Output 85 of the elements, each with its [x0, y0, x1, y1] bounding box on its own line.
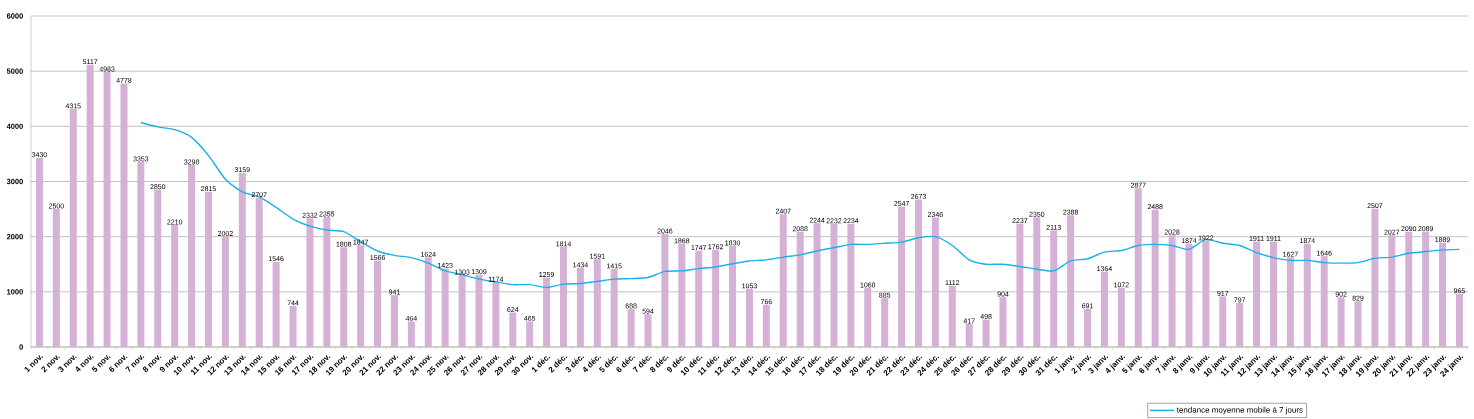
- bar: [1303, 243, 1311, 347]
- bar: [982, 319, 990, 347]
- bar: [543, 277, 551, 347]
- bar: [813, 223, 821, 347]
- bar: [847, 223, 855, 347]
- bar: [1185, 243, 1193, 347]
- bar: [374, 260, 382, 347]
- bar: [323, 217, 331, 347]
- bar: [221, 236, 229, 347]
- bar: [678, 243, 686, 347]
- bar: [1168, 235, 1176, 347]
- bar: [103, 72, 111, 347]
- bar: [1151, 209, 1159, 347]
- bar: [560, 246, 567, 347]
- bar: [289, 305, 297, 347]
- bar: [1337, 297, 1345, 347]
- bar: [458, 275, 466, 347]
- bar: [407, 321, 415, 347]
- bar: [1202, 240, 1210, 347]
- bar: [1422, 231, 1430, 347]
- bar: [154, 189, 162, 347]
- bar: [492, 282, 500, 347]
- bar: [1016, 223, 1024, 347]
- bar: [1219, 296, 1227, 347]
- bar: [1134, 188, 1142, 347]
- bar: [340, 247, 348, 347]
- bar: [1371, 208, 1379, 347]
- bar: [1455, 293, 1463, 347]
- bar: [238, 172, 246, 347]
- bar: [1033, 217, 1041, 347]
- bar: [695, 250, 703, 347]
- bar: [914, 199, 922, 347]
- bar: [796, 231, 804, 347]
- bar: [306, 218, 314, 347]
- bar: [762, 304, 770, 347]
- bar: [1117, 287, 1125, 347]
- bar: [1050, 230, 1058, 347]
- bar: [1354, 301, 1362, 347]
- bar: [729, 246, 737, 347]
- bar: [898, 206, 906, 347]
- bar: [1253, 241, 1261, 347]
- bar: [1067, 215, 1075, 347]
- bar: [1439, 242, 1447, 347]
- bar: [593, 259, 601, 347]
- bar: [1320, 256, 1328, 347]
- bar: [526, 321, 534, 347]
- bar: [948, 285, 956, 347]
- bar: [1100, 271, 1108, 347]
- bar: [1388, 235, 1396, 347]
- bar: [69, 108, 77, 347]
- bar: [205, 191, 212, 347]
- bar: [1269, 241, 1277, 347]
- bar: [272, 261, 280, 347]
- bar: [390, 295, 398, 347]
- bar: [255, 197, 263, 347]
- bar: [120, 83, 128, 347]
- bar: [779, 214, 787, 347]
- bar: [644, 314, 652, 347]
- bar: [441, 268, 449, 347]
- bar: [35, 157, 43, 347]
- bar: [999, 297, 1007, 347]
- bar: [86, 64, 94, 347]
- bar: [830, 223, 838, 347]
- bar: [627, 309, 635, 347]
- bar: [357, 245, 365, 347]
- bar: [576, 267, 584, 347]
- bar: [965, 324, 973, 347]
- bar: [931, 217, 939, 347]
- bar: [424, 257, 432, 347]
- bar: [610, 268, 618, 347]
- bar: [52, 209, 60, 347]
- bar: [475, 274, 483, 347]
- bar: [509, 312, 517, 347]
- bar: [1286, 257, 1294, 347]
- bar: [864, 288, 872, 347]
- bar: [881, 298, 889, 347]
- bar: [712, 249, 720, 347]
- bar: [137, 162, 145, 347]
- bar: [745, 288, 753, 347]
- bar: [1405, 231, 1413, 347]
- bar: [188, 165, 196, 347]
- bar: [661, 234, 669, 347]
- bar: [171, 225, 179, 347]
- bar: [1236, 303, 1244, 347]
- bar: [1084, 308, 1092, 347]
